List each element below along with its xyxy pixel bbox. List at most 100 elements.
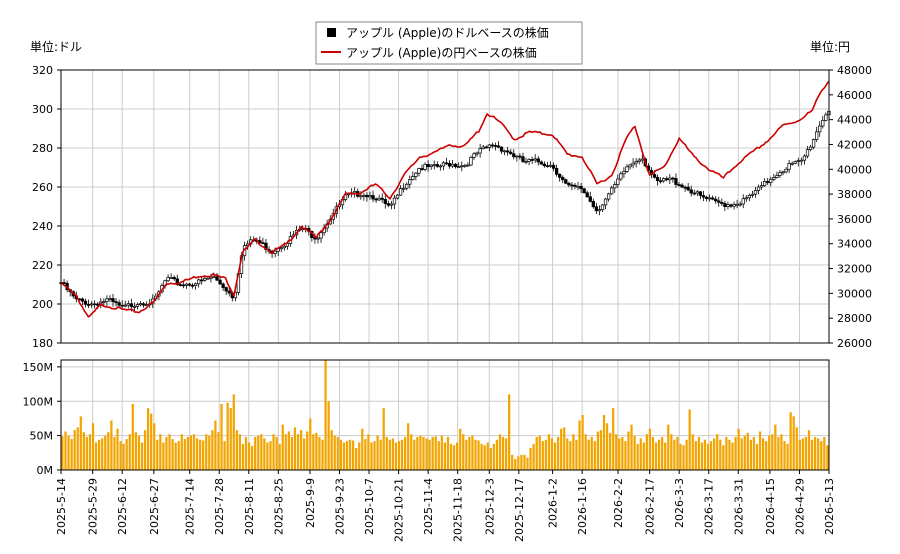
volume-bar <box>254 437 257 470</box>
usd-candle-body <box>561 176 565 181</box>
usd-candle-body <box>640 158 644 161</box>
usd-candle-body <box>502 150 507 153</box>
usd-candle-body <box>695 191 699 194</box>
volume-bar <box>177 441 180 470</box>
usd-candle-body <box>689 189 693 194</box>
usd-candle-body <box>282 245 286 249</box>
usd-candle-body <box>542 163 547 167</box>
volume-bar <box>765 441 768 470</box>
usd-candle-body <box>457 166 461 168</box>
volume-bar <box>676 437 679 470</box>
right-axis-unit: 単位:円 <box>810 39 850 54</box>
volume-bar <box>605 423 609 470</box>
usd-candle-body <box>405 183 409 189</box>
volume-bar <box>67 435 70 470</box>
volume-bar <box>355 448 358 470</box>
usd-candle-body <box>591 201 595 208</box>
volume-bar <box>64 431 67 470</box>
volume-bar <box>783 441 786 470</box>
volume-bar <box>241 443 245 470</box>
volume-bar <box>593 441 596 470</box>
usd-candle-body <box>499 146 504 152</box>
volume-bar <box>156 439 159 470</box>
volume-bar <box>670 434 673 470</box>
volume-bar <box>826 445 829 470</box>
usd-candle-body <box>594 206 599 212</box>
volume-bar <box>630 424 633 470</box>
usd-candle-body <box>564 179 568 184</box>
right-tick-label: 34000 <box>837 238 872 251</box>
usd-candle-body <box>62 282 66 284</box>
volume-bar <box>648 428 652 470</box>
volume-bar <box>517 456 520 470</box>
left-tick-label: 300 <box>32 103 53 116</box>
usd-candle-body <box>744 197 748 200</box>
volume-bar <box>168 434 171 470</box>
volume-bar <box>162 442 165 470</box>
volume-bar <box>810 439 814 470</box>
date-tick-label: 2025-9-9 <box>304 478 317 528</box>
volume-bar <box>654 442 658 470</box>
usd-candle-body <box>585 192 589 198</box>
legend: アップル (Apple)のドルベースの株価 アップル (Apple)の円ベースの… <box>315 21 583 65</box>
usd-candle-body <box>714 198 718 202</box>
usd-candle-body <box>432 164 436 166</box>
volume-bar <box>400 439 404 470</box>
volume-bar <box>755 443 759 470</box>
volume-bar <box>789 412 792 470</box>
volume-bar <box>520 454 523 470</box>
volume-bar <box>272 434 275 470</box>
usd-candle-body <box>89 303 94 306</box>
volume-bar <box>306 431 309 470</box>
usd-candle-body <box>429 164 433 168</box>
usd-candle-body <box>610 187 614 195</box>
volume-bar <box>431 437 434 470</box>
volume-bar <box>351 440 355 470</box>
volume-bar <box>195 438 199 470</box>
usd-candle-body <box>411 176 415 180</box>
volume-bar <box>413 439 416 470</box>
usd-candle-body <box>490 144 495 147</box>
volume-bar <box>315 432 318 470</box>
volume-bar <box>657 439 661 470</box>
usd-candle-body <box>698 191 703 196</box>
right-tick-label: 26000 <box>837 337 872 350</box>
usd-candle-body <box>441 162 446 167</box>
volume-bar <box>550 438 554 470</box>
date-tick-label: 2026-5-13 <box>823 478 836 535</box>
volume-bar <box>688 409 691 470</box>
volume-bar <box>584 434 587 470</box>
usd-candle-body <box>417 168 421 174</box>
usd-candle-body <box>704 196 709 199</box>
volume-bar <box>682 445 685 470</box>
usd-candle-body <box>114 301 118 304</box>
volume-bar <box>477 440 480 470</box>
right-tick-label: 32000 <box>837 263 872 276</box>
date-tick-label: 2026-4-29 <box>793 478 806 535</box>
left-axis-unit: 単位:ドル <box>30 39 82 54</box>
volume-bar <box>740 438 743 470</box>
usd-candle-body <box>117 302 121 306</box>
usd-candle-body <box>463 165 467 167</box>
usd-candle-body <box>738 203 742 206</box>
usd-candle-body <box>392 197 397 205</box>
volume-bar <box>226 402 229 470</box>
usd-candle-body <box>102 301 106 303</box>
volume-bar <box>425 438 428 470</box>
usd-candle-body <box>178 284 182 286</box>
date-tick-label: 2025-7-28 <box>213 478 226 535</box>
date-tick-label: 2026-3-3 <box>673 478 686 528</box>
volume-bar <box>489 448 492 470</box>
volume-bar <box>771 434 774 470</box>
volume-bar <box>403 437 407 470</box>
volume-bar <box>452 445 456 470</box>
date-tick-label: 2025-10-21 <box>393 478 406 542</box>
volume-bar <box>370 442 373 470</box>
volume-bar <box>722 445 725 470</box>
date-tick-label: 2025-7-14 <box>184 478 197 535</box>
volume-bar <box>358 442 361 470</box>
volume-bar <box>697 437 700 470</box>
volume-bar <box>180 434 183 470</box>
volume-bar <box>602 415 606 470</box>
